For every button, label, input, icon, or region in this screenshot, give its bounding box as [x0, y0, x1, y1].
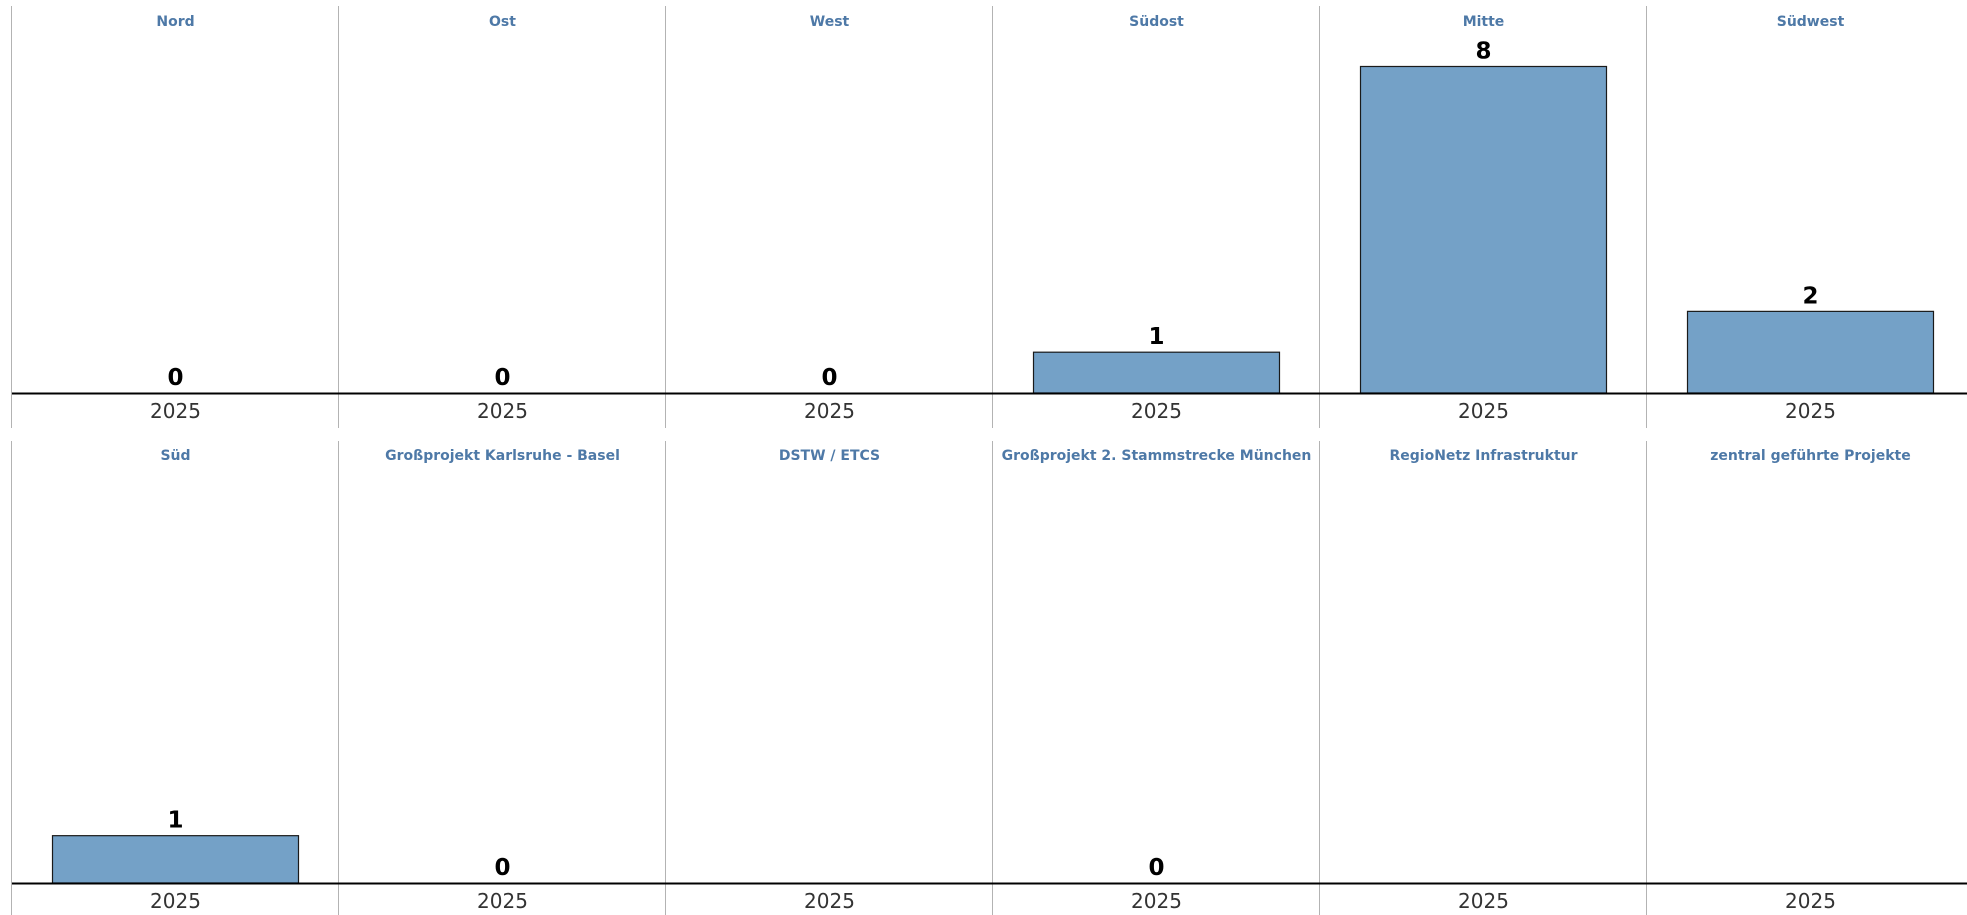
panel-title: Südwest — [1777, 14, 1845, 30]
bar — [51, 835, 300, 884]
panel-title: Süd — [160, 448, 190, 464]
panel-title: Großprojekt Karlsruhe - Basel — [385, 448, 620, 464]
panel-title: RegioNetz Infrastruktur — [1389, 448, 1577, 464]
x-tick-label: 2025 — [804, 399, 855, 423]
bar — [1032, 351, 1281, 394]
bar-value-label: 8 — [1475, 38, 1491, 64]
panel-title: Südost — [1129, 14, 1184, 30]
x-tick-label: 2025 — [1131, 399, 1182, 423]
bar-value-label: 1 — [167, 808, 183, 834]
bar-value-label: 1 — [1148, 324, 1164, 350]
x-tick-label: 2025 — [1785, 399, 1836, 423]
x-tick-label: 2025 — [477, 889, 528, 913]
panel-title: Mitte — [1463, 14, 1505, 30]
panel-title: Ost — [489, 14, 516, 30]
x-tick-label: 2025 — [804, 889, 855, 913]
x-tick-label: 2025 — [150, 399, 201, 423]
x-tick-label: 2025 — [1458, 399, 1509, 423]
panel-title: West — [810, 14, 850, 30]
bar-value-label: 0 — [494, 365, 510, 391]
panel-title: Großprojekt 2. Stammstrecke München — [1002, 448, 1312, 464]
bar — [1686, 310, 1935, 394]
panel-title: zentral geführte Projekte — [1710, 448, 1910, 464]
x-tick-label: 2025 — [150, 889, 201, 913]
bar-value-label: 0 — [821, 365, 837, 391]
bar-value-label: 0 — [167, 365, 183, 391]
x-tick-label: 2025 — [1458, 889, 1509, 913]
bar-value-label: 2 — [1802, 283, 1818, 309]
panel-title: Nord — [156, 14, 194, 30]
bar-value-label: 0 — [494, 855, 510, 881]
bar-value-label: 0 — [1148, 855, 1164, 881]
x-tick-label: 2025 — [1785, 889, 1836, 913]
x-tick-label: 2025 — [477, 399, 528, 423]
x-tick-label: 2025 — [1131, 889, 1182, 913]
bar — [1359, 65, 1608, 394]
panel-title: DSTW / ETCS — [779, 448, 880, 464]
